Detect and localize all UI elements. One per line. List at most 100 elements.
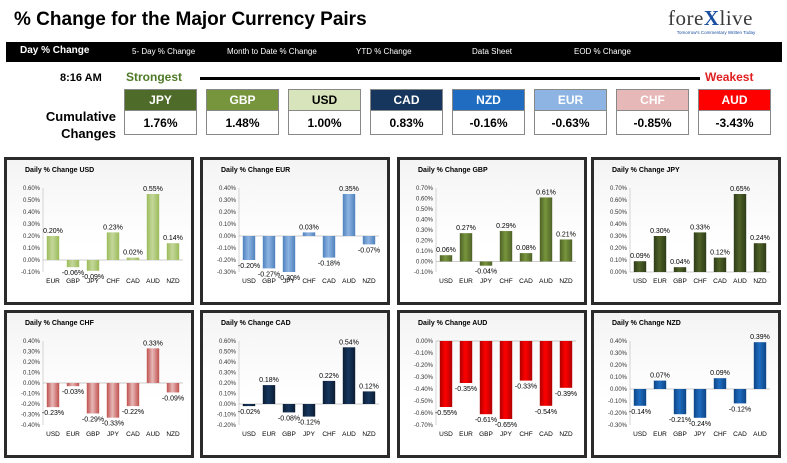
x-tick-label: AUD — [146, 278, 160, 285]
y-tick-label: -0.40% — [414, 387, 434, 393]
y-tick-label: 0.10% — [23, 371, 41, 377]
nav-eod-change[interactable]: EOD % Change — [574, 47, 631, 56]
y-tick-label: 0.60% — [23, 186, 41, 192]
nav-day-change[interactable]: Day % Change — [20, 45, 90, 56]
page-title: % Change for the Major Currency Pairs — [14, 9, 367, 30]
data-label: -0.18% — [318, 261, 340, 268]
data-label: -0.30% — [278, 275, 300, 282]
chart-title: Daily % Change NZD — [612, 320, 681, 327]
y-tick-label: 0.70% — [416, 186, 434, 192]
currency-change-value: -0.85% — [616, 111, 689, 135]
nav-5-day-change[interactable]: 5- Day % Change — [132, 47, 196, 56]
data-label: 0.04% — [670, 259, 690, 266]
x-tick-label: USD — [633, 278, 647, 285]
bar-chf — [713, 378, 727, 389]
y-tick-label: 0.10% — [23, 246, 41, 252]
bar-cad — [713, 257, 727, 272]
x-tick-label: CHF — [713, 431, 726, 438]
y-tick-label: -0.10% — [414, 270, 434, 276]
x-tick-label: USD — [439, 431, 453, 438]
data-label: -0.27% — [258, 271, 280, 278]
bar-jpy — [479, 261, 493, 266]
y-tick-label: 0.50% — [23, 198, 41, 204]
bar-usd — [242, 236, 256, 260]
y-tick-label: 0.00% — [610, 387, 628, 393]
x-tick-label: NZD — [362, 278, 376, 285]
header: % Change for the Major Currency Pairs fo… — [0, 0, 787, 42]
x-tick-label: CAD — [713, 278, 727, 285]
data-label: -0.14% — [629, 409, 651, 416]
currency-usd: USD 1.00% — [288, 89, 361, 135]
x-tick-label: NZD — [362, 431, 376, 438]
y-tick-label: -0.30% — [608, 423, 628, 429]
x-tick-label: AUD — [753, 431, 767, 438]
y-tick-label: 0.50% — [219, 350, 237, 356]
y-tick-label: -0.20% — [217, 423, 237, 429]
x-tick-label: EUR — [66, 431, 80, 438]
y-tick-label: 0.20% — [416, 239, 434, 245]
chart-aud: Daily % Change AUD 0.00% -0.10% -0.20% -0.30… — [397, 310, 587, 458]
x-tick-label: CAD — [126, 278, 140, 285]
chart-plot: 0.00% -0.10% -0.20% -0.30% -0.40% -0.50% -0.60… — [414, 339, 577, 438]
x-tick-label: CAD — [539, 431, 553, 438]
data-label: 0.09% — [710, 370, 730, 377]
data-label: 0.20% — [43, 228, 63, 235]
timestamp: 8:16 AM — [60, 72, 102, 84]
bar-eur — [66, 383, 80, 387]
y-tick-label: 0.10% — [610, 375, 628, 381]
bar-nzd — [559, 239, 573, 262]
nav-month-to-date[interactable]: Month to Date % Change — [227, 47, 317, 56]
x-tick-label: AUD — [146, 431, 160, 438]
data-label: -0.24% — [689, 421, 711, 428]
bar-aud — [342, 347, 356, 404]
y-tick-label: 0.20% — [610, 363, 628, 369]
y-tick-label: -0.30% — [21, 413, 41, 419]
data-label: 0.54% — [339, 339, 359, 346]
y-tick-label: 0.60% — [416, 197, 434, 203]
bar-aud — [146, 348, 160, 383]
chart-title: Daily % Change USD — [25, 167, 95, 174]
data-label: 0.24% — [750, 235, 770, 242]
y-tick-label: -0.60% — [414, 411, 434, 417]
y-tick-label: 0.30% — [23, 222, 41, 228]
chart-plot: 0.70% 0.60% 0.50% 0.40% 0.30% 0.20% 0.10% 0.00%… — [414, 186, 576, 285]
x-tick-label: JPY — [694, 431, 707, 438]
y-tick-label: 0.30% — [219, 198, 237, 204]
x-tick-label: AUD — [733, 278, 747, 285]
data-label: -0.04% — [475, 269, 497, 276]
data-label: 0.12% — [710, 250, 730, 257]
y-tick-label: 0.00% — [610, 270, 628, 276]
bar-nzd — [166, 383, 180, 393]
y-tick-label: 0.40% — [23, 210, 41, 216]
bar-jpy — [499, 341, 513, 419]
nav-ytd-change[interactable]: YTD % Change — [356, 47, 412, 56]
bar-gbp — [86, 383, 100, 414]
data-label: -0.20% — [238, 263, 260, 270]
chart-plot: 0.60% 0.50% 0.40% 0.30% 0.20% 0.10% 0.00% -0.10… — [217, 339, 379, 438]
nav-data-sheet[interactable]: Data Sheet — [472, 47, 513, 56]
y-tick-label: 0.00% — [416, 260, 434, 266]
bar-cad — [733, 389, 747, 404]
currency-gbp: GBP 1.48% — [206, 89, 279, 135]
x-tick-label: GBP — [479, 431, 493, 438]
y-tick-label: -0.10% — [217, 246, 237, 252]
y-tick-label: 0.40% — [610, 339, 628, 345]
logo-tagline: Tomorrow's Commentary Written Today — [676, 30, 756, 35]
data-label: -0.35% — [455, 386, 477, 393]
data-label: 0.08% — [516, 245, 536, 252]
x-tick-label: CAD — [733, 431, 747, 438]
currency-aud: AUD -3.43% — [698, 89, 771, 135]
data-label: 0.03% — [299, 224, 319, 231]
currency-code: AUD — [698, 89, 771, 111]
x-tick-label: GBP — [66, 278, 80, 285]
bar-usd — [633, 389, 647, 406]
x-tick-label: NZD — [166, 431, 180, 438]
y-tick-label: 0.20% — [610, 246, 628, 252]
bar-cad — [519, 253, 533, 262]
bar-jpy — [693, 389, 707, 418]
currency-code: USD — [288, 89, 361, 111]
nav-bar: Day % Change 5- Day % Change Month to Da… — [6, 42, 782, 62]
currency-chf: CHF -0.85% — [616, 89, 689, 135]
x-tick-label: EUR — [653, 278, 667, 285]
forexlive-logo[interactable]: foreXlive Tomorrow's Commentary Written … — [660, 6, 772, 36]
